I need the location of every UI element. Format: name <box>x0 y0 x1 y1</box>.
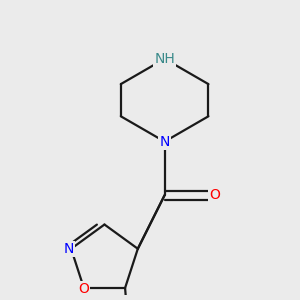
Text: O: O <box>209 188 220 202</box>
Text: N: N <box>159 135 170 148</box>
Text: NH: NH <box>154 52 175 66</box>
Text: N: N <box>64 242 74 256</box>
Text: O: O <box>78 282 89 296</box>
